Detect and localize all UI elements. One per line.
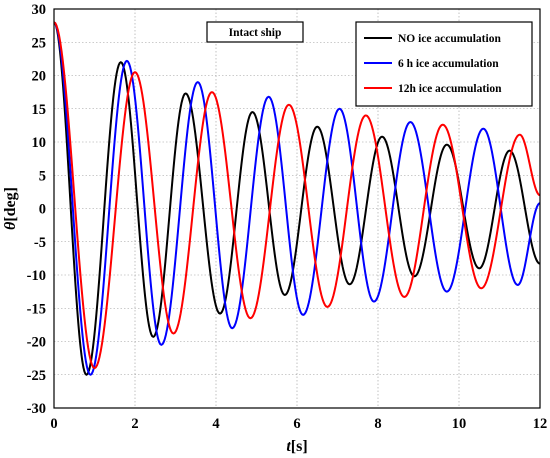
annotation-box: Intact ship (206, 21, 304, 43)
x-tick-label: 2 (131, 416, 138, 432)
y-tick-label: -15 (27, 301, 46, 317)
legend-label: NO ice accumulation (398, 33, 501, 45)
y-axis-label-symbol: θ (2, 221, 19, 230)
legend-label: 12h ice accumulation (398, 83, 502, 95)
x-tick-label: 6 (293, 416, 300, 432)
annotation-text: Intact ship (229, 27, 282, 39)
x-axis-label: t[s] (286, 438, 307, 455)
y-tick-label: -5 (34, 235, 46, 251)
series-lines (53, 21, 541, 376)
x-tick-label: 0 (50, 416, 57, 432)
y-tick-label: 5 (39, 168, 46, 184)
plot-frame (53, 8, 541, 409)
y-axis-label: θ[deg] (2, 187, 19, 230)
x-tick-label: 10 (452, 416, 467, 432)
x-axis-label-symbol: t (286, 438, 291, 455)
annotation-frame (206, 21, 304, 43)
y-tick-label: 20 (32, 69, 47, 85)
y-tick-label: 30 (32, 2, 47, 18)
x-tick-label: 8 (374, 416, 381, 432)
series-line (53, 21, 541, 370)
tick-labels: 0 2 4 6 8 10 12 -30 -25 -20 -15 -10 -5 0 5 10 15 20 25 30 (27, 2, 548, 432)
y-tick-label: 0 (39, 202, 46, 218)
legend: NO ice accumulation 6 h ice accumulation 1… (355, 21, 533, 107)
x-tick-label: 4 (212, 416, 219, 432)
y-tick-label: -20 (27, 335, 46, 351)
legend-label: 6 h ice accumulation (398, 58, 499, 70)
y-tick-label: -30 (27, 401, 46, 417)
y-axis-label-unit: [deg] (2, 187, 19, 222)
y-tick-label: 10 (32, 135, 47, 151)
x-axis-label-unit: [s] (291, 438, 308, 455)
series-line (53, 21, 541, 376)
x-tick-label: 12 (533, 416, 548, 432)
y-tick-label: 25 (32, 35, 47, 51)
y-tick-label: 15 (32, 102, 47, 118)
y-tick-label: -25 (27, 368, 46, 384)
y-tick-label: -10 (27, 268, 46, 284)
